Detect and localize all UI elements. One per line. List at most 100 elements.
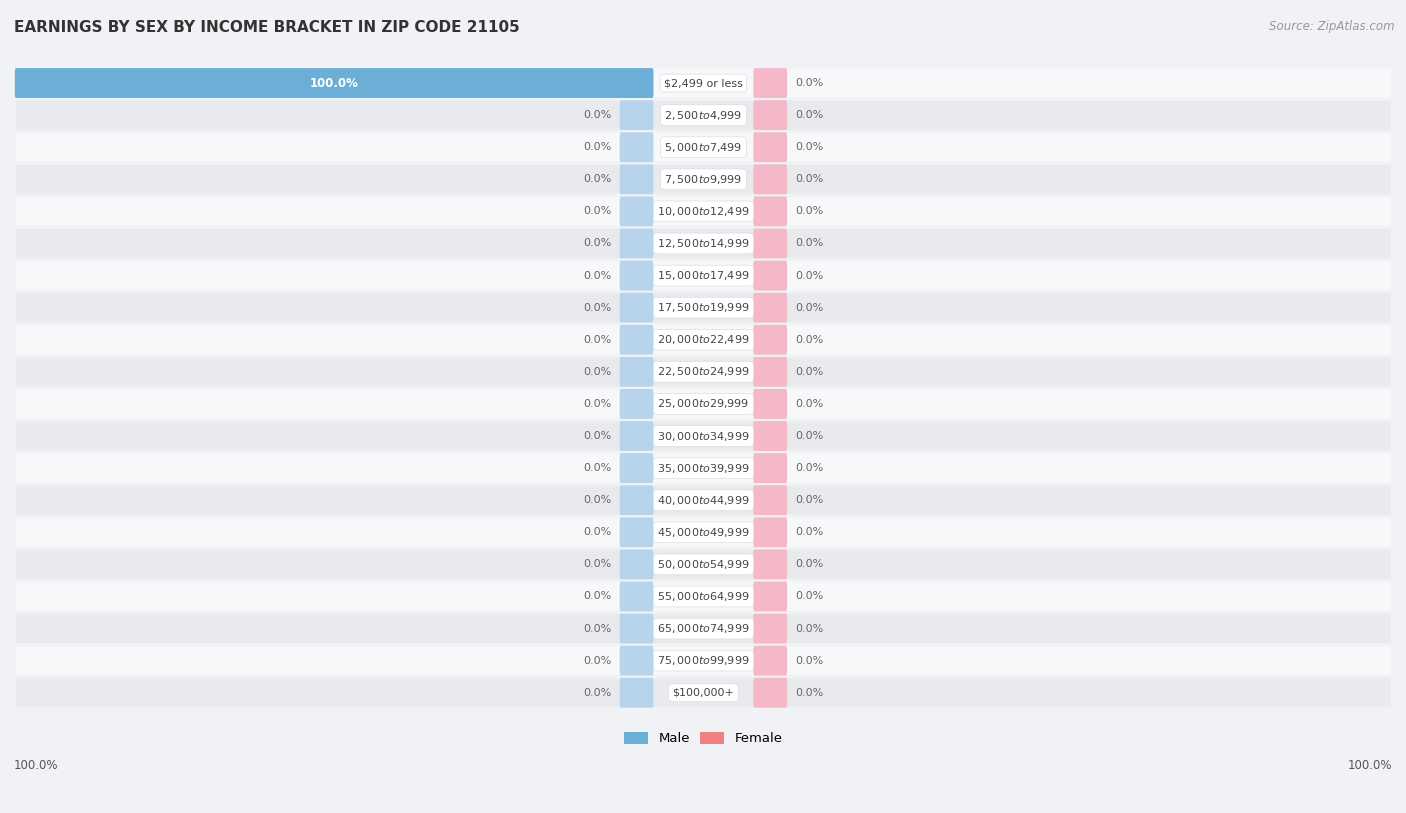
Text: 0.0%: 0.0%: [796, 207, 824, 216]
Text: 0.0%: 0.0%: [796, 142, 824, 152]
Text: 0.0%: 0.0%: [583, 463, 612, 473]
FancyBboxPatch shape: [15, 68, 1391, 98]
Text: $65,000 to $74,999: $65,000 to $74,999: [657, 622, 749, 635]
FancyBboxPatch shape: [15, 614, 1391, 643]
Text: $22,500 to $24,999: $22,500 to $24,999: [657, 365, 749, 378]
FancyBboxPatch shape: [754, 325, 787, 354]
Text: $40,000 to $44,999: $40,000 to $44,999: [657, 493, 749, 506]
FancyBboxPatch shape: [15, 550, 1391, 579]
FancyBboxPatch shape: [620, 646, 654, 676]
FancyBboxPatch shape: [15, 229, 1391, 258]
Text: 0.0%: 0.0%: [583, 528, 612, 537]
FancyBboxPatch shape: [620, 389, 654, 419]
FancyBboxPatch shape: [15, 422, 1391, 450]
Text: $55,000 to $64,999: $55,000 to $64,999: [657, 590, 749, 603]
Text: $100,000+: $100,000+: [672, 688, 734, 698]
FancyBboxPatch shape: [620, 421, 654, 451]
Text: 0.0%: 0.0%: [583, 302, 612, 313]
FancyBboxPatch shape: [754, 100, 787, 130]
FancyBboxPatch shape: [15, 646, 1391, 675]
Text: 0.0%: 0.0%: [583, 207, 612, 216]
Legend: Male, Female: Male, Female: [619, 726, 787, 750]
Text: 0.0%: 0.0%: [796, 110, 824, 120]
Text: $7,500 to $9,999: $7,500 to $9,999: [664, 173, 742, 186]
Text: $12,500 to $14,999: $12,500 to $14,999: [657, 237, 749, 250]
FancyBboxPatch shape: [620, 453, 654, 483]
FancyBboxPatch shape: [15, 582, 1391, 611]
Text: 0.0%: 0.0%: [796, 559, 824, 569]
Text: $30,000 to $34,999: $30,000 to $34,999: [657, 429, 749, 442]
FancyBboxPatch shape: [754, 421, 787, 451]
FancyBboxPatch shape: [15, 678, 1391, 707]
FancyBboxPatch shape: [15, 325, 1391, 354]
FancyBboxPatch shape: [15, 293, 1391, 322]
FancyBboxPatch shape: [620, 678, 654, 707]
Text: 0.0%: 0.0%: [796, 367, 824, 377]
Text: 0.0%: 0.0%: [583, 142, 612, 152]
Text: $2,500 to $4,999: $2,500 to $4,999: [664, 109, 742, 122]
Text: Source: ZipAtlas.com: Source: ZipAtlas.com: [1270, 20, 1395, 33]
FancyBboxPatch shape: [620, 550, 654, 580]
FancyBboxPatch shape: [15, 68, 654, 98]
Text: 100.0%: 100.0%: [309, 76, 359, 89]
Text: 0.0%: 0.0%: [583, 399, 612, 409]
FancyBboxPatch shape: [754, 164, 787, 194]
Text: 0.0%: 0.0%: [796, 335, 824, 345]
Text: 0.0%: 0.0%: [583, 367, 612, 377]
Text: EARNINGS BY SEX BY INCOME BRACKET IN ZIP CODE 21105: EARNINGS BY SEX BY INCOME BRACKET IN ZIP…: [14, 20, 520, 35]
FancyBboxPatch shape: [15, 165, 1391, 193]
FancyBboxPatch shape: [15, 358, 1391, 386]
Text: 0.0%: 0.0%: [583, 335, 612, 345]
Text: 0.0%: 0.0%: [796, 238, 824, 249]
Text: 0.0%: 0.0%: [583, 559, 612, 569]
Text: $20,000 to $22,499: $20,000 to $22,499: [657, 333, 749, 346]
Text: 0.0%: 0.0%: [796, 271, 824, 280]
FancyBboxPatch shape: [620, 261, 654, 290]
Text: 0.0%: 0.0%: [796, 174, 824, 185]
FancyBboxPatch shape: [620, 133, 654, 162]
FancyBboxPatch shape: [15, 518, 1391, 546]
Text: 0.0%: 0.0%: [583, 592, 612, 602]
Text: 0.0%: 0.0%: [583, 110, 612, 120]
Text: 0.0%: 0.0%: [583, 624, 612, 633]
Text: 100.0%: 100.0%: [14, 759, 59, 772]
FancyBboxPatch shape: [754, 485, 787, 515]
Text: 100.0%: 100.0%: [1347, 759, 1392, 772]
FancyBboxPatch shape: [754, 293, 787, 323]
Text: 0.0%: 0.0%: [583, 688, 612, 698]
Text: 0.0%: 0.0%: [796, 688, 824, 698]
FancyBboxPatch shape: [15, 454, 1391, 483]
FancyBboxPatch shape: [15, 197, 1391, 226]
FancyBboxPatch shape: [754, 517, 787, 547]
Text: 0.0%: 0.0%: [796, 624, 824, 633]
Text: $50,000 to $54,999: $50,000 to $54,999: [657, 558, 749, 571]
FancyBboxPatch shape: [754, 389, 787, 419]
Text: $25,000 to $29,999: $25,000 to $29,999: [657, 398, 749, 411]
FancyBboxPatch shape: [754, 646, 787, 676]
FancyBboxPatch shape: [620, 485, 654, 515]
FancyBboxPatch shape: [620, 228, 654, 259]
Text: 0.0%: 0.0%: [796, 592, 824, 602]
Text: $75,000 to $99,999: $75,000 to $99,999: [657, 654, 749, 667]
FancyBboxPatch shape: [620, 197, 654, 226]
FancyBboxPatch shape: [754, 133, 787, 162]
FancyBboxPatch shape: [620, 357, 654, 387]
Text: $5,000 to $7,499: $5,000 to $7,499: [664, 141, 742, 154]
FancyBboxPatch shape: [754, 68, 787, 98]
Text: 0.0%: 0.0%: [583, 238, 612, 249]
FancyBboxPatch shape: [754, 228, 787, 259]
Text: 0.0%: 0.0%: [796, 302, 824, 313]
Text: 0.0%: 0.0%: [796, 431, 824, 441]
Text: 0.0%: 0.0%: [796, 78, 824, 88]
Text: 0.0%: 0.0%: [796, 399, 824, 409]
FancyBboxPatch shape: [620, 100, 654, 130]
FancyBboxPatch shape: [754, 614, 787, 643]
FancyBboxPatch shape: [620, 581, 654, 611]
FancyBboxPatch shape: [15, 133, 1391, 162]
Text: 0.0%: 0.0%: [796, 528, 824, 537]
Text: $10,000 to $12,499: $10,000 to $12,499: [657, 205, 749, 218]
FancyBboxPatch shape: [754, 197, 787, 226]
Text: 0.0%: 0.0%: [583, 655, 612, 666]
FancyBboxPatch shape: [620, 293, 654, 323]
FancyBboxPatch shape: [754, 261, 787, 290]
